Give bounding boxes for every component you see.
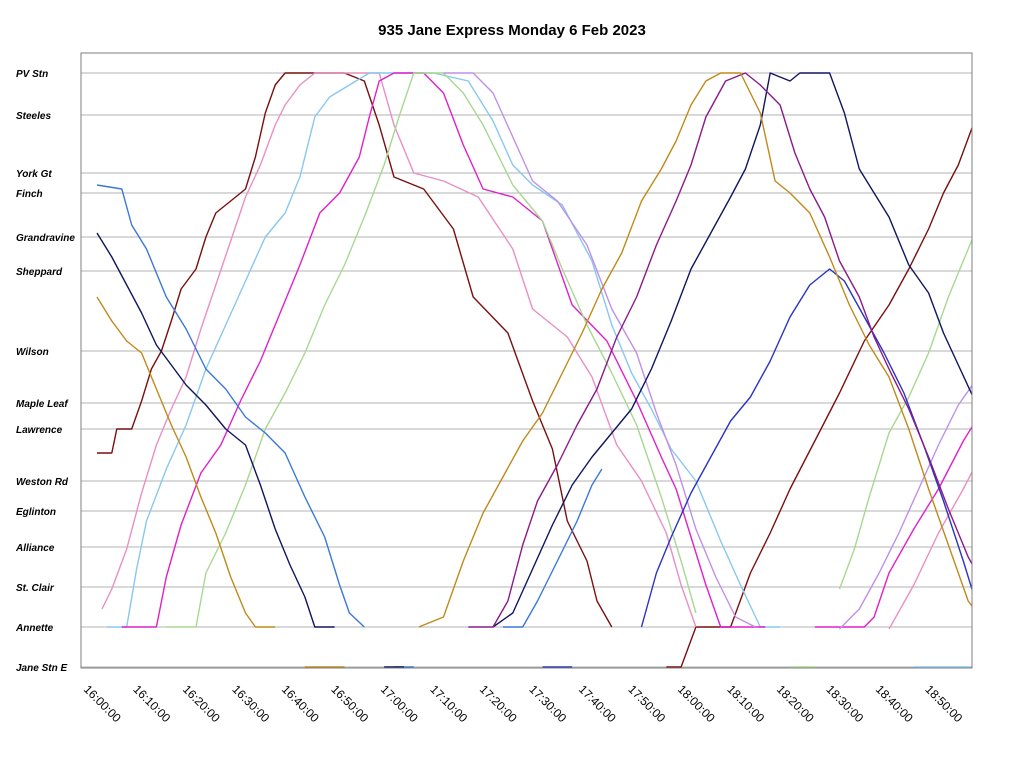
stop-labels: PV Stn Steeles York Gt Finch Grandravine Shep…: [15, 69, 75, 674]
vehicle-trace: [97, 72, 613, 628]
vehicle-trace: [96, 232, 335, 628]
time-tick-label: 18:30:00: [823, 682, 866, 725]
time-tick-labels: 16:00:00 16:10:00 16:20:00 16:30:00 16:40:00…: [81, 682, 966, 725]
time-tick-label: 17:30:00: [526, 682, 569, 725]
time-tick-label: 18:10:00: [724, 682, 767, 725]
vehicle-trace: [418, 72, 972, 628]
plot-frame: [80, 52, 973, 669]
vehicle-trace: [468, 72, 972, 628]
gridlines: [81, 72, 972, 668]
stop-label: Weston Rd: [16, 477, 69, 488]
vehicle-trace: [121, 72, 766, 628]
vehicle-trace: [838, 237, 972, 590]
time-tick-label: 16:40:00: [279, 682, 322, 725]
vehicle-trace: [988, 585, 1024, 633]
vehicle-trace: [502, 468, 603, 628]
time-tick-label: 18:00:00: [675, 682, 718, 725]
vehicle-trace: [96, 296, 276, 628]
stop-label: St. Clair: [16, 583, 55, 594]
vehicle-trace: [443, 72, 756, 628]
stop-label: Alliance: [15, 543, 55, 554]
time-tick-label: 17:50:00: [625, 682, 668, 725]
vehicle-trace: [814, 425, 972, 628]
time-tick-label: 17:00:00: [378, 682, 421, 725]
stop-label: Wilson: [16, 347, 49, 358]
time-tick-label: 18:40:00: [873, 682, 916, 725]
vehicle-trace: [640, 268, 972, 628]
vehicle-trace: [166, 72, 697, 628]
vehicle-trace: [106, 72, 781, 628]
time-tick-label: 17:40:00: [576, 682, 619, 725]
series-traces: [96, 72, 1024, 668]
chart-title: 935 Jane Express Monday 6 Feb 2023: [378, 22, 646, 39]
time-tick-label: 18:50:00: [922, 682, 965, 725]
time-tick-label: 16:10:00: [130, 682, 173, 725]
vehicle-trace: [101, 72, 697, 628]
time-tick-label: 16:50:00: [328, 682, 371, 725]
stop-label: Finch: [16, 189, 43, 200]
stop-label: Eglinton: [16, 507, 56, 518]
stop-label: Lawrence: [16, 425, 63, 436]
stop-label: Steeles: [16, 111, 51, 122]
time-tick-label: 17:20:00: [477, 682, 520, 725]
stop-label: Grandravine: [16, 233, 75, 244]
stop-label: PV Stn: [16, 69, 48, 80]
stop-label: Maple Leaf: [16, 399, 69, 410]
vehicle-trace: [839, 384, 972, 630]
time-tick-label: 16:00:00: [81, 682, 124, 725]
vehicle-trace: [96, 184, 365, 628]
vehicle-trace: [888, 470, 972, 630]
stop-label: Annette: [15, 623, 54, 634]
time-tick-label: 16:30:00: [229, 682, 272, 725]
vehicle-trace: [666, 125, 972, 668]
time-tick-label: 17:10:00: [427, 682, 470, 725]
stop-label: Sheppard: [16, 267, 63, 278]
stop-label: Jane Stn E: [16, 663, 67, 674]
time-tick-label: 18:20:00: [774, 682, 817, 725]
stop-label: York Gt: [16, 169, 52, 180]
vehicle-trace: [492, 72, 972, 628]
time-tick-label: 16:20:00: [180, 682, 223, 725]
